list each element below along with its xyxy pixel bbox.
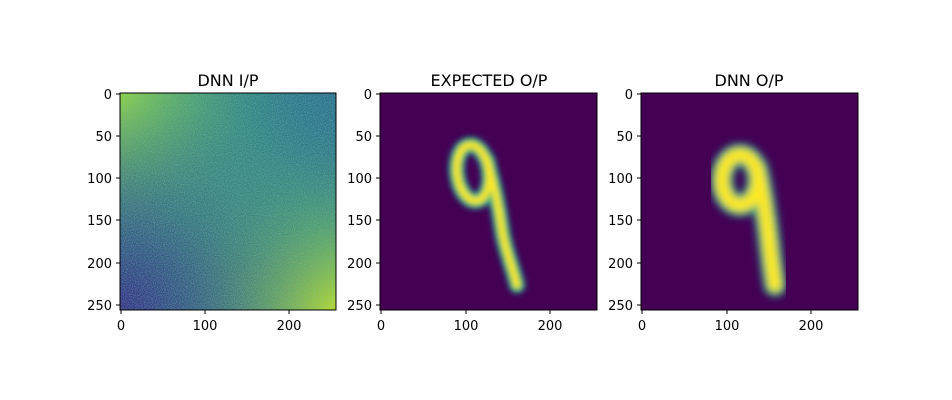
- y-tick-label: 200: [87, 257, 112, 272]
- x-axis: 0 100 200: [117, 310, 302, 334]
- y-tick-label: 250: [608, 299, 633, 314]
- y-axis: 0 50 100 150 200 250: [87, 88, 120, 314]
- y-tick-label: 0: [625, 88, 633, 103]
- x-tick-label: 200: [277, 319, 302, 334]
- panel-expected-output: EXPECTED O/P: [347, 71, 598, 334]
- x-tick-label: 100: [454, 319, 479, 334]
- x-axis: 0 100 200: [377, 310, 563, 334]
- panel-title: DNN O/P: [715, 71, 784, 90]
- digit-nine-shape: [710, 143, 787, 297]
- y-tick-label: 0: [104, 88, 112, 103]
- y-tick-label: 50: [616, 130, 633, 145]
- panel-title: DNN I/P: [197, 71, 258, 90]
- x-tick-label: 100: [193, 319, 218, 334]
- y-tick-label: 100: [608, 172, 633, 187]
- noisy-input-image: [120, 93, 336, 310]
- y-tick-label: 150: [347, 214, 372, 229]
- y-tick-label: 200: [608, 257, 633, 272]
- y-tick-label: 250: [87, 299, 112, 314]
- x-tick-label: 0: [117, 319, 125, 334]
- y-axis: 0 50 100 150 200 250: [347, 88, 380, 314]
- x-tick-label: 200: [799, 319, 824, 334]
- y-tick-label: 100: [87, 172, 112, 187]
- y-tick-label: 200: [347, 257, 372, 272]
- y-tick-label: 150: [608, 214, 633, 229]
- x-tick-label: 0: [377, 319, 385, 334]
- y-tick-label: 50: [95, 130, 112, 145]
- predicted-digit-image: [641, 93, 858, 310]
- digit-nine-shape: [448, 136, 526, 294]
- expected-digit-image: [380, 93, 597, 310]
- x-tick-label: 100: [715, 319, 740, 334]
- x-axis: 0 100 200: [638, 310, 824, 334]
- y-tick-label: 50: [355, 130, 372, 145]
- y-tick-label: 100: [347, 172, 372, 187]
- y-tick-label: 0: [364, 88, 372, 103]
- panel-dnn-input: DNN I/P 0 100 200 0 50: [87, 71, 337, 334]
- x-tick-label: 0: [638, 319, 646, 334]
- panel-title: EXPECTED O/P: [431, 71, 548, 90]
- x-tick-label: 200: [538, 319, 563, 334]
- y-axis: 0 50 100 150 200 250: [608, 88, 641, 314]
- y-tick-label: 250: [347, 299, 372, 314]
- y-tick-label: 150: [87, 214, 112, 229]
- panel-dnn-output: DNN O/P 0: [608, 71, 859, 334]
